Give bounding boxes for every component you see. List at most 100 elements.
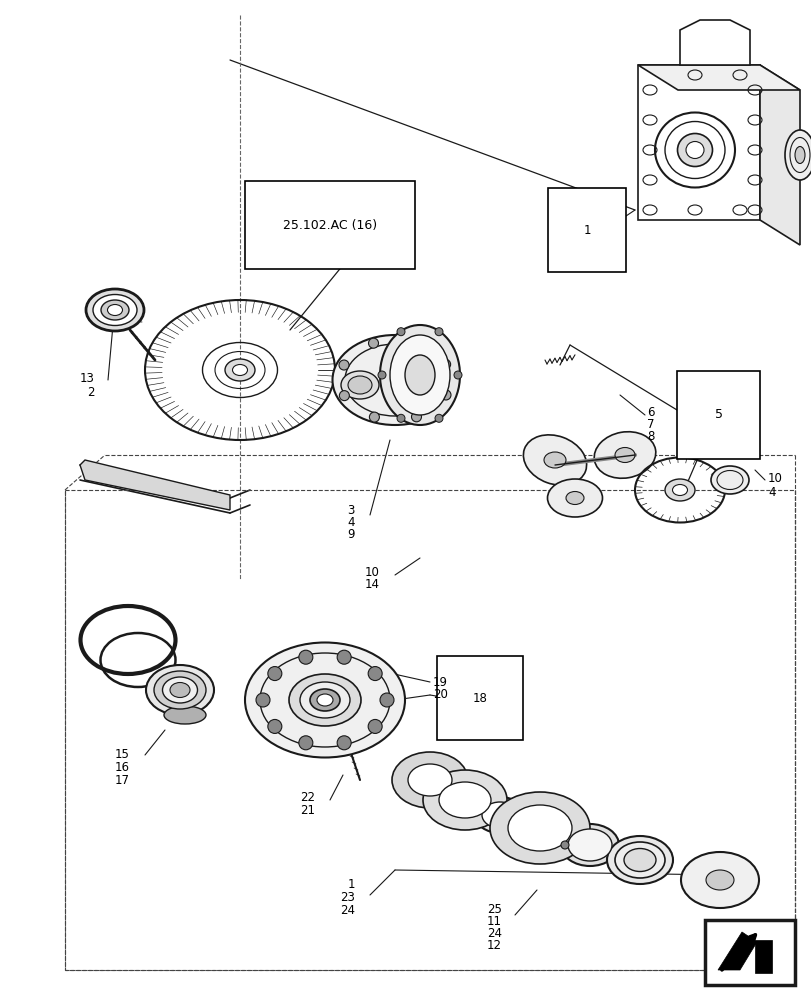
Ellipse shape [348, 376, 371, 394]
Ellipse shape [101, 300, 129, 320]
Ellipse shape [680, 852, 758, 908]
Circle shape [397, 414, 405, 422]
Ellipse shape [664, 479, 694, 501]
Ellipse shape [594, 432, 655, 478]
Ellipse shape [482, 802, 517, 828]
Circle shape [298, 650, 312, 664]
Circle shape [298, 736, 312, 750]
Polygon shape [759, 65, 799, 245]
Circle shape [337, 650, 350, 664]
Text: 12: 12 [487, 939, 501, 952]
Circle shape [435, 414, 443, 422]
Text: 6: 6 [646, 406, 654, 420]
Ellipse shape [332, 335, 457, 425]
Ellipse shape [623, 848, 655, 871]
Ellipse shape [405, 355, 435, 395]
Circle shape [367, 667, 382, 681]
Bar [65, 490, 794, 970]
Ellipse shape [614, 842, 664, 878]
Ellipse shape [289, 674, 361, 726]
Bar [704, 920, 794, 985]
Text: 4: 4 [347, 516, 354, 528]
Ellipse shape [407, 764, 452, 796]
Ellipse shape [86, 289, 144, 331]
Polygon shape [754, 940, 771, 973]
Circle shape [268, 667, 281, 681]
Text: 18: 18 [472, 692, 487, 704]
Circle shape [268, 719, 281, 733]
Text: 8: 8 [646, 430, 654, 444]
Ellipse shape [560, 824, 618, 866]
Ellipse shape [316, 694, 333, 706]
Ellipse shape [676, 134, 711, 167]
Text: 11: 11 [487, 915, 501, 928]
Text: 16: 16 [115, 761, 130, 774]
Ellipse shape [672, 485, 687, 495]
Polygon shape [637, 65, 759, 220]
Ellipse shape [245, 643, 405, 758]
Ellipse shape [568, 829, 611, 861]
Text: 20: 20 [432, 688, 448, 702]
Ellipse shape [784, 130, 811, 180]
Text: 10: 10 [365, 566, 380, 578]
Text: 25.102.AC (16): 25.102.AC (16) [282, 219, 376, 232]
Circle shape [560, 841, 569, 849]
Text: 4: 4 [767, 486, 775, 498]
Ellipse shape [705, 870, 733, 890]
Text: 22: 22 [299, 791, 315, 804]
Ellipse shape [225, 359, 255, 381]
Circle shape [378, 371, 385, 379]
Circle shape [440, 359, 450, 369]
Ellipse shape [162, 677, 197, 703]
Polygon shape [679, 20, 749, 65]
Ellipse shape [474, 797, 525, 833]
Circle shape [410, 338, 420, 348]
Ellipse shape [107, 304, 122, 316]
Circle shape [440, 390, 450, 400]
Ellipse shape [489, 792, 590, 864]
Ellipse shape [547, 479, 602, 517]
Circle shape [255, 693, 270, 707]
Ellipse shape [380, 325, 460, 425]
Ellipse shape [698, 432, 720, 448]
Circle shape [338, 360, 349, 370]
Ellipse shape [794, 147, 804, 164]
Circle shape [367, 719, 382, 733]
Circle shape [453, 371, 461, 379]
Circle shape [369, 412, 379, 422]
Polygon shape [717, 932, 756, 970]
Text: 3: 3 [347, 504, 354, 516]
Circle shape [380, 693, 393, 707]
Ellipse shape [232, 364, 247, 375]
Text: 1: 1 [582, 224, 590, 236]
Text: 25: 25 [487, 903, 501, 916]
Ellipse shape [543, 452, 565, 468]
Circle shape [435, 328, 443, 336]
Ellipse shape [389, 335, 449, 415]
Ellipse shape [685, 142, 703, 159]
Text: 9: 9 [347, 528, 354, 540]
Text: 15: 15 [115, 748, 130, 762]
Circle shape [339, 391, 349, 401]
Ellipse shape [310, 689, 340, 711]
Ellipse shape [508, 805, 571, 851]
Ellipse shape [164, 706, 206, 724]
Ellipse shape [523, 435, 586, 485]
Polygon shape [637, 65, 799, 90]
Ellipse shape [392, 752, 467, 808]
Ellipse shape [154, 671, 206, 709]
Ellipse shape [614, 448, 634, 462]
Circle shape [337, 736, 350, 750]
Ellipse shape [607, 836, 672, 884]
Ellipse shape [710, 466, 748, 494]
Text: 21: 21 [299, 804, 315, 817]
Text: 1: 1 [347, 878, 354, 891]
Circle shape [411, 412, 421, 422]
Text: 5: 5 [714, 408, 722, 422]
Ellipse shape [341, 371, 379, 399]
Text: 14: 14 [365, 578, 380, 591]
Text: 23: 23 [340, 891, 354, 904]
Text: 10: 10 [767, 473, 782, 486]
Text: 24: 24 [340, 904, 354, 917]
Text: 13: 13 [80, 371, 95, 384]
